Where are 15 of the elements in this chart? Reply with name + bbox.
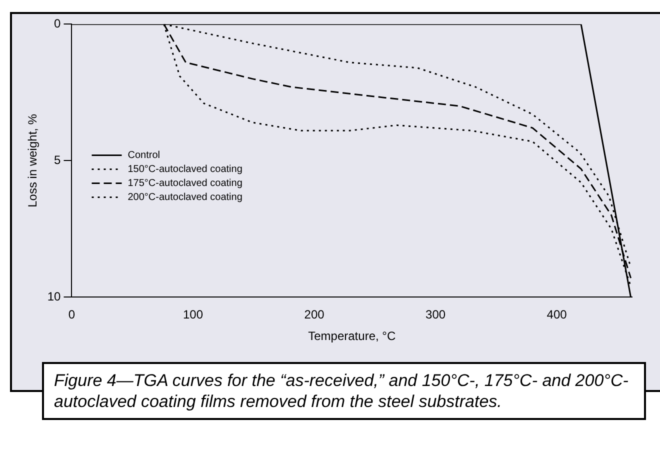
y-tick-label: 10 xyxy=(47,290,62,304)
caption: Figure 4—TGA curves for the “as-received,” and 150°C-, 175°C- and 200°C-autoclaved coating films removed from the steel substrates. xyxy=(54,370,630,412)
x-tick-label: 100 xyxy=(183,308,204,322)
x-axis-title: Temperature, °C xyxy=(308,329,396,344)
legend-label: 150°C-autoclaved coating xyxy=(128,164,242,175)
y-axis-title: Loss in weight, % xyxy=(26,114,40,208)
legend-label: 175°C-autoclaved coating xyxy=(128,178,242,189)
legend-label: 200°C-autoclaved coating xyxy=(128,192,242,203)
x-tick-label: 400 xyxy=(546,308,568,322)
x-tick-label: 0 xyxy=(68,308,76,322)
x-tick-label: 200 xyxy=(304,308,325,322)
legend-label: Control xyxy=(128,150,160,161)
x-tick-label: 300 xyxy=(426,308,446,322)
y-tick-label: 5 xyxy=(54,153,62,168)
y-tick-label: 0 xyxy=(54,16,62,31)
